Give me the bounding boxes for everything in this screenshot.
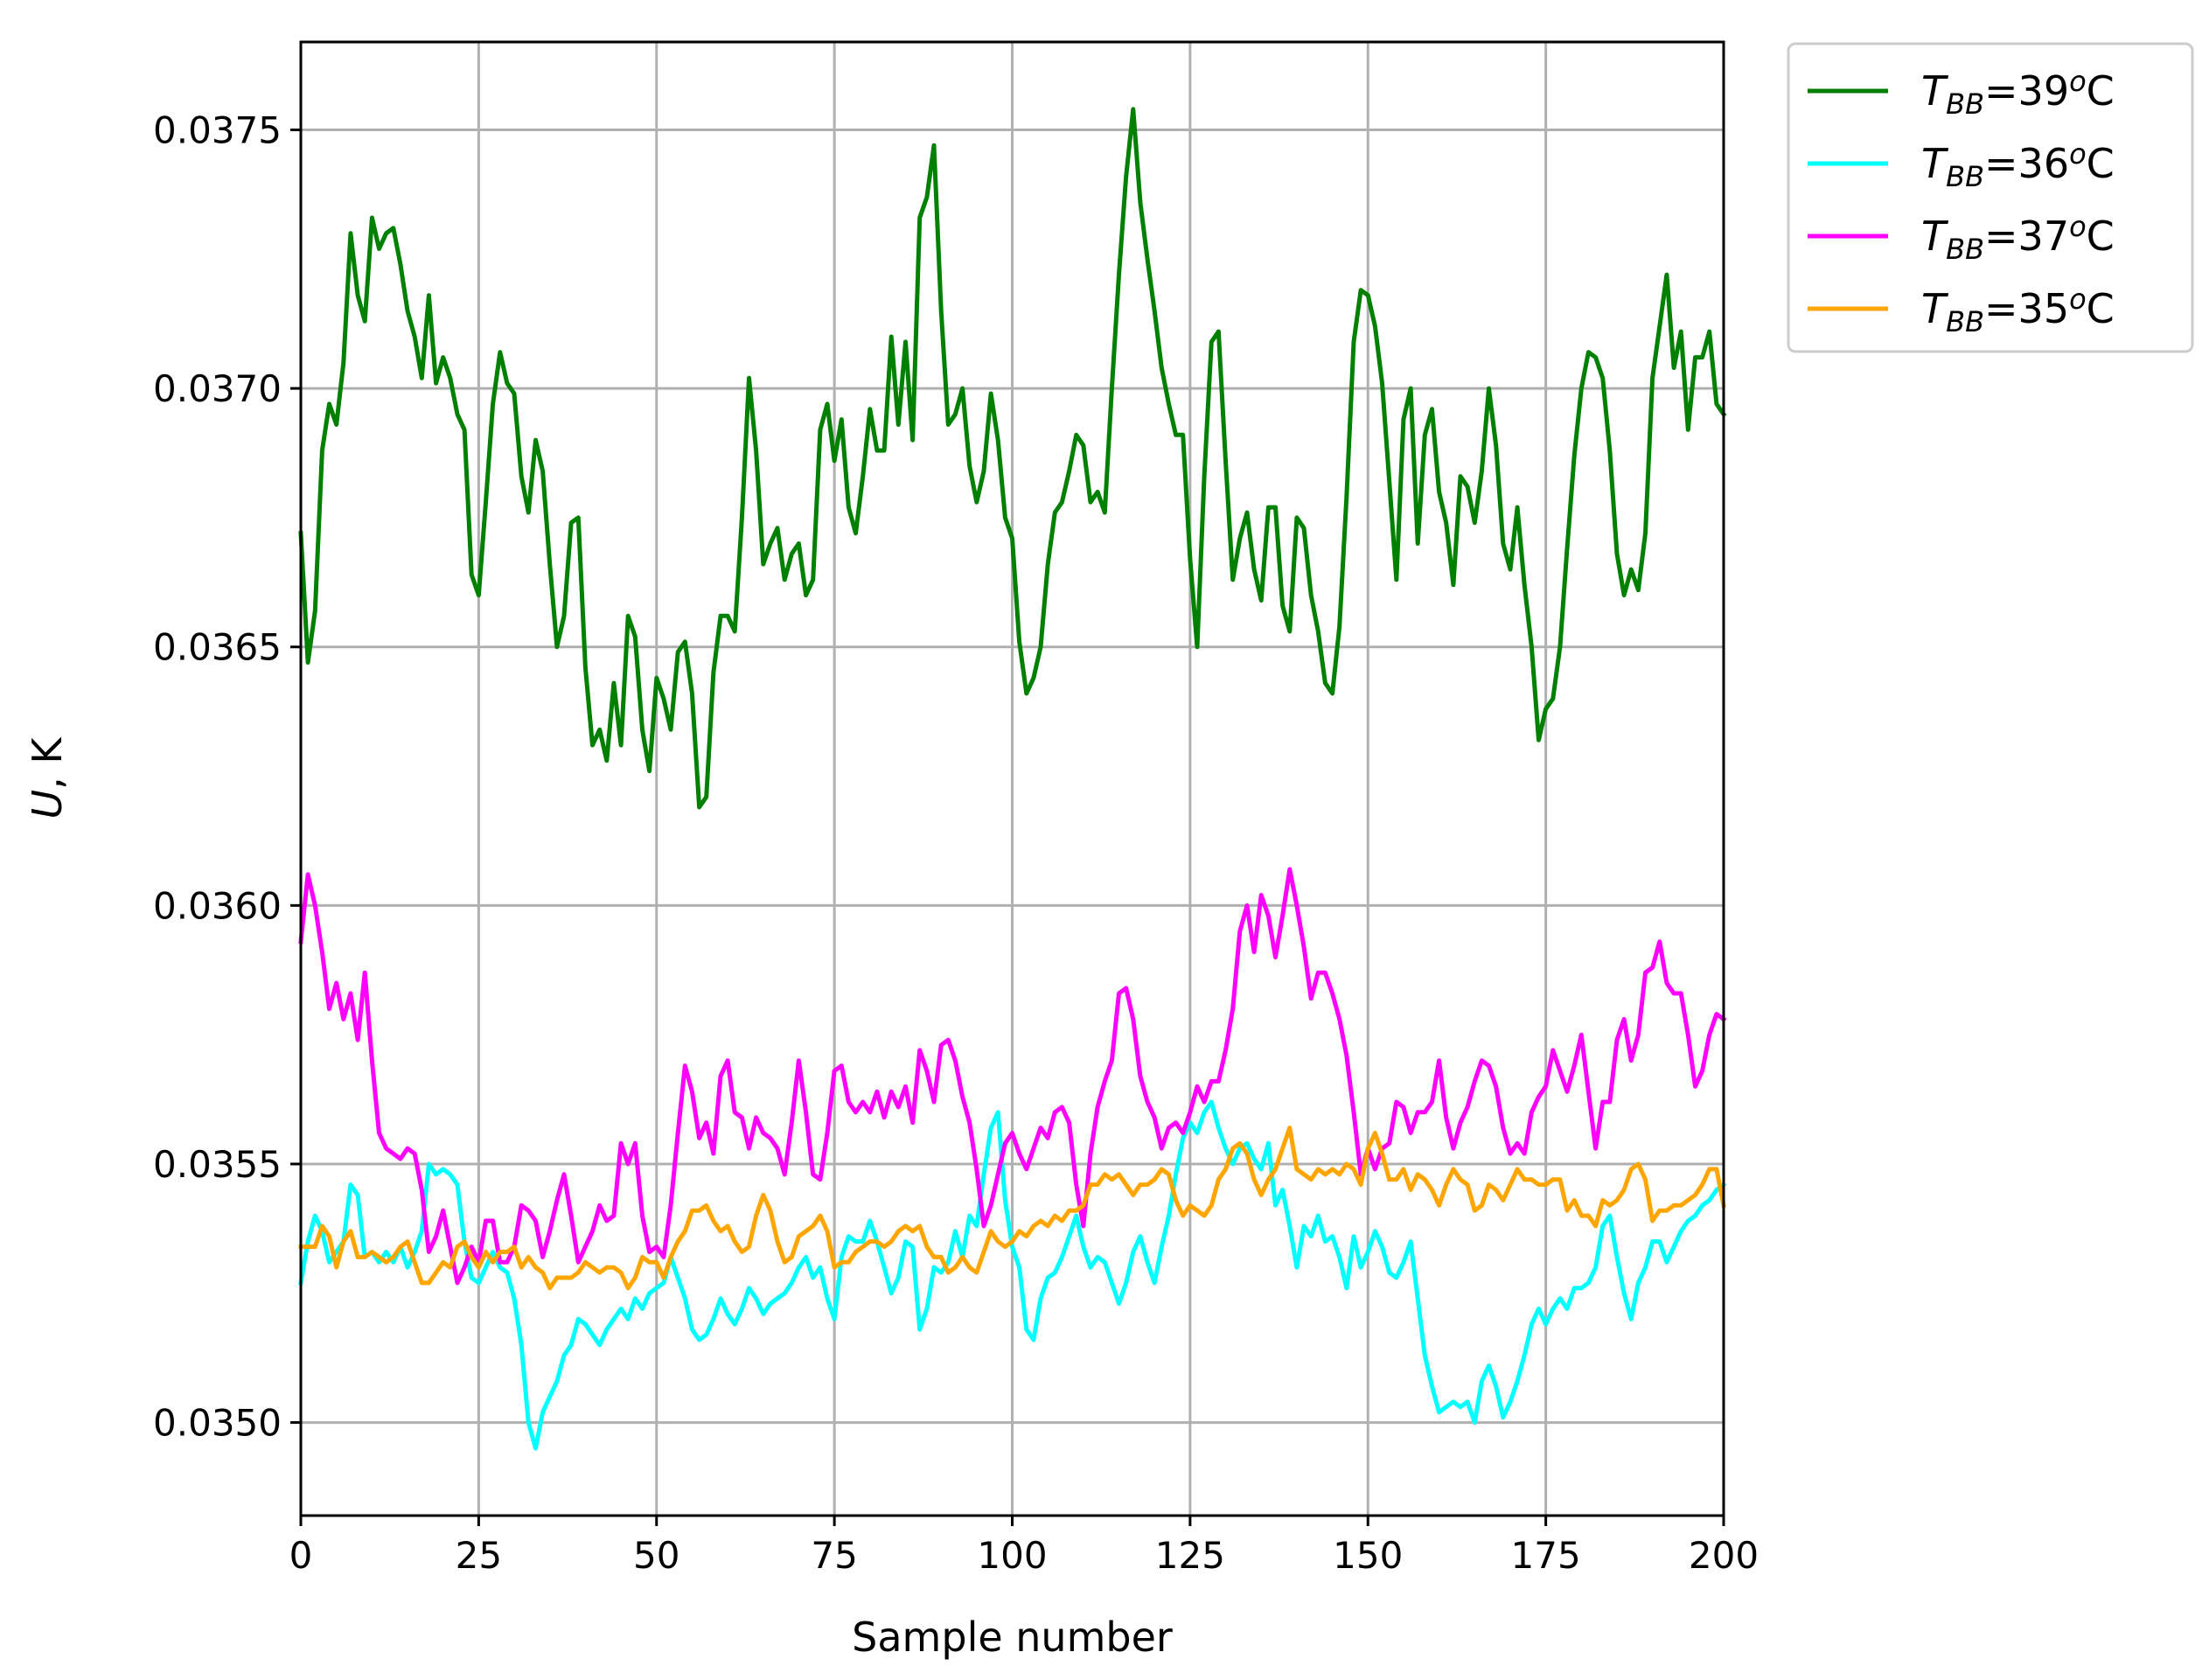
legend-label: TBB=37oC xyxy=(1921,210,2115,266)
x-tick-label: 50 xyxy=(633,1534,679,1577)
legend-box xyxy=(1787,42,2194,353)
x-axis-ticks: 0 25 50 75 100 125 150 175 200 xyxy=(289,1516,1759,1577)
legend-label: TBB=36oC xyxy=(1921,137,2115,193)
x-tick-label: 0 xyxy=(289,1534,313,1577)
legend-label: TBB=35oC xyxy=(1921,282,2115,338)
x-tick-label: 200 xyxy=(1689,1534,1759,1577)
series-line xyxy=(298,107,1727,810)
x-axis-label: Sample number xyxy=(852,1614,1173,1661)
x-tick-label: 125 xyxy=(1155,1534,1225,1577)
legend: TBB=39oC TBB=36oC TBB=37oC TBB=35oC xyxy=(1787,42,2194,353)
x-tick-label: 25 xyxy=(456,1534,502,1577)
y-tick-label: 0.0360 xyxy=(153,884,282,927)
y-tick-label: 0.0350 xyxy=(153,1402,282,1445)
y-tick-label: 0.0370 xyxy=(153,367,282,410)
series-lines xyxy=(298,107,1727,1451)
series-line xyxy=(298,867,1727,1286)
y-tick-label: 0.0355 xyxy=(153,1143,282,1186)
y-tick-label: 0.0365 xyxy=(153,626,282,669)
grid-lines xyxy=(299,42,1725,1516)
x-tick-label: 100 xyxy=(977,1534,1047,1577)
x-tick-label: 75 xyxy=(811,1534,857,1577)
legend-label: TBB=39oC xyxy=(1921,65,2115,121)
y-tick-label: 0.0375 xyxy=(153,109,282,152)
y-axis-label-symbol: U xyxy=(24,790,71,819)
y-axis-label: U, K xyxy=(24,736,71,819)
legend-items: TBB=39oC TBB=36oC TBB=37oC TBB=35oC xyxy=(1808,65,2115,338)
series-line xyxy=(298,1126,1726,1291)
y-axis-label-unit: , K xyxy=(24,736,71,790)
series-line xyxy=(298,1099,1727,1451)
y-axis-ticks: 0.0350 0.0355 0.0360 0.0365 0.0370 0.0375 xyxy=(153,109,301,1445)
x-tick-label: 150 xyxy=(1333,1534,1403,1577)
x-tick-label: 175 xyxy=(1511,1534,1581,1577)
